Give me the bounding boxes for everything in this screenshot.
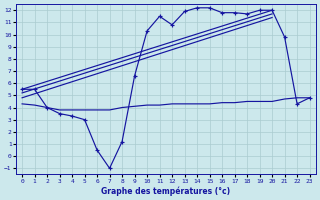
X-axis label: Graphe des températures (°c): Graphe des températures (°c) [101,186,230,196]
